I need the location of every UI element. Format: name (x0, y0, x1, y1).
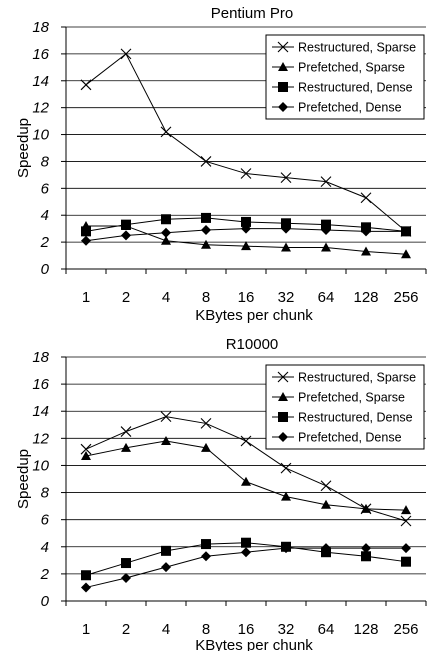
x-axis-label: KBytes per chunk (195, 307, 313, 324)
x-tick-label: 8 (202, 289, 210, 306)
y-tick-label: 8 (41, 485, 50, 502)
data-point (161, 436, 171, 445)
x-tick-label: 2 (122, 621, 130, 638)
data-point (81, 582, 91, 592)
data-point (201, 551, 211, 561)
data-point (401, 543, 411, 553)
y-axis-label: Speedup (15, 118, 32, 178)
y-tick-label: 18 (32, 349, 49, 366)
legend-marker (278, 82, 288, 92)
x-tick-label: 4 (162, 621, 170, 638)
data-point (281, 463, 291, 473)
x-tick-label: 64 (318, 621, 335, 638)
x-tick-label: 64 (318, 289, 335, 306)
data-point (121, 427, 131, 437)
data-point (121, 573, 131, 583)
data-point (201, 418, 211, 428)
legend-label: Restructured, Dense (298, 411, 413, 425)
data-point (241, 547, 251, 557)
data-point (201, 213, 211, 223)
y-tick-label: 2 (40, 566, 50, 583)
data-point (321, 481, 331, 491)
x-tick-label: 128 (353, 621, 378, 638)
data-point (241, 477, 251, 486)
y-tick-label: 4 (41, 207, 49, 224)
x-tick-label: 256 (393, 289, 418, 306)
x-axis-label: KBytes per chunk (195, 637, 313, 651)
x-tick-label: 16 (238, 621, 255, 638)
data-point (401, 557, 411, 567)
x-tick-label: 128 (353, 289, 378, 306)
y-tick-label: 10 (32, 457, 49, 474)
x-tick-label: 1 (82, 289, 90, 306)
legend-label: Restructured, Sparse (298, 371, 416, 385)
data-point (201, 225, 211, 235)
legend-marker (278, 412, 288, 422)
legend-label: Prefetched, Dense (298, 101, 402, 115)
data-point (161, 412, 171, 422)
data-point (81, 236, 91, 246)
data-point (121, 220, 131, 230)
data-point (361, 193, 371, 203)
data-point (241, 436, 251, 446)
y-axis-label: Speedup (15, 449, 32, 509)
legend: Restructured, Sparse Prefetched, Sparse Re… (266, 365, 424, 449)
y-tick-label: 12 (32, 100, 49, 117)
y-tick-label: 6 (41, 512, 50, 529)
data-point (401, 516, 411, 526)
data-point (161, 228, 171, 238)
y-tick-label: 2 (40, 234, 50, 251)
series-line (86, 441, 406, 510)
data-point (81, 226, 91, 236)
data-point (241, 538, 251, 548)
legend-label: Prefetched, Sparse (298, 391, 405, 405)
y-tick-label: 0 (41, 261, 50, 278)
data-point (121, 230, 131, 240)
y-tick-label: 6 (41, 180, 50, 197)
data-point (81, 570, 91, 580)
y-tick-label: 14 (32, 403, 49, 420)
y-tick-label: 8 (41, 153, 50, 170)
chart-title: Pentium Pro (211, 5, 294, 22)
x-tick-label: 32 (278, 621, 295, 638)
y-tick-label: 12 (32, 430, 49, 447)
data-point (121, 558, 131, 568)
data-point (81, 80, 91, 90)
x-tick-label: 1 (82, 621, 90, 638)
data-point (281, 492, 291, 501)
y-tick-label: 10 (32, 127, 49, 144)
y-tick-label: 0 (41, 593, 50, 610)
legend-label: Restructured, Sparse (298, 41, 416, 55)
data-point (201, 539, 211, 549)
y-tick-label: 16 (32, 376, 49, 393)
y-tick-label: 14 (32, 73, 49, 90)
y-tick-label: 18 (32, 19, 49, 36)
x-tick-label: 8 (202, 621, 210, 638)
legend-label: Prefetched, Dense (298, 431, 402, 445)
legend-label: Restructured, Dense (298, 81, 413, 95)
x-tick-label: 16 (238, 289, 255, 306)
x-tick-label: 32 (278, 289, 295, 306)
y-tick-label: 16 (32, 46, 49, 63)
data-point (161, 562, 171, 572)
data-point (161, 127, 171, 137)
legend-label: Prefetched, Sparse (298, 61, 405, 75)
legend: Restructured, Sparse Prefetched, Sparse Re… (266, 35, 424, 119)
chart-panel-1: 0246810121416181 2 4 8 16 32 64 128 256Pentium P… (15, 5, 426, 324)
x-tick-label: 4 (162, 289, 170, 306)
x-tick-label: 256 (393, 621, 418, 638)
chart-title: R10000 (226, 336, 279, 353)
x-tick-label: 2 (122, 289, 130, 306)
y-tick-label: 4 (41, 539, 49, 556)
data-point (161, 546, 171, 556)
data-point (161, 214, 171, 224)
